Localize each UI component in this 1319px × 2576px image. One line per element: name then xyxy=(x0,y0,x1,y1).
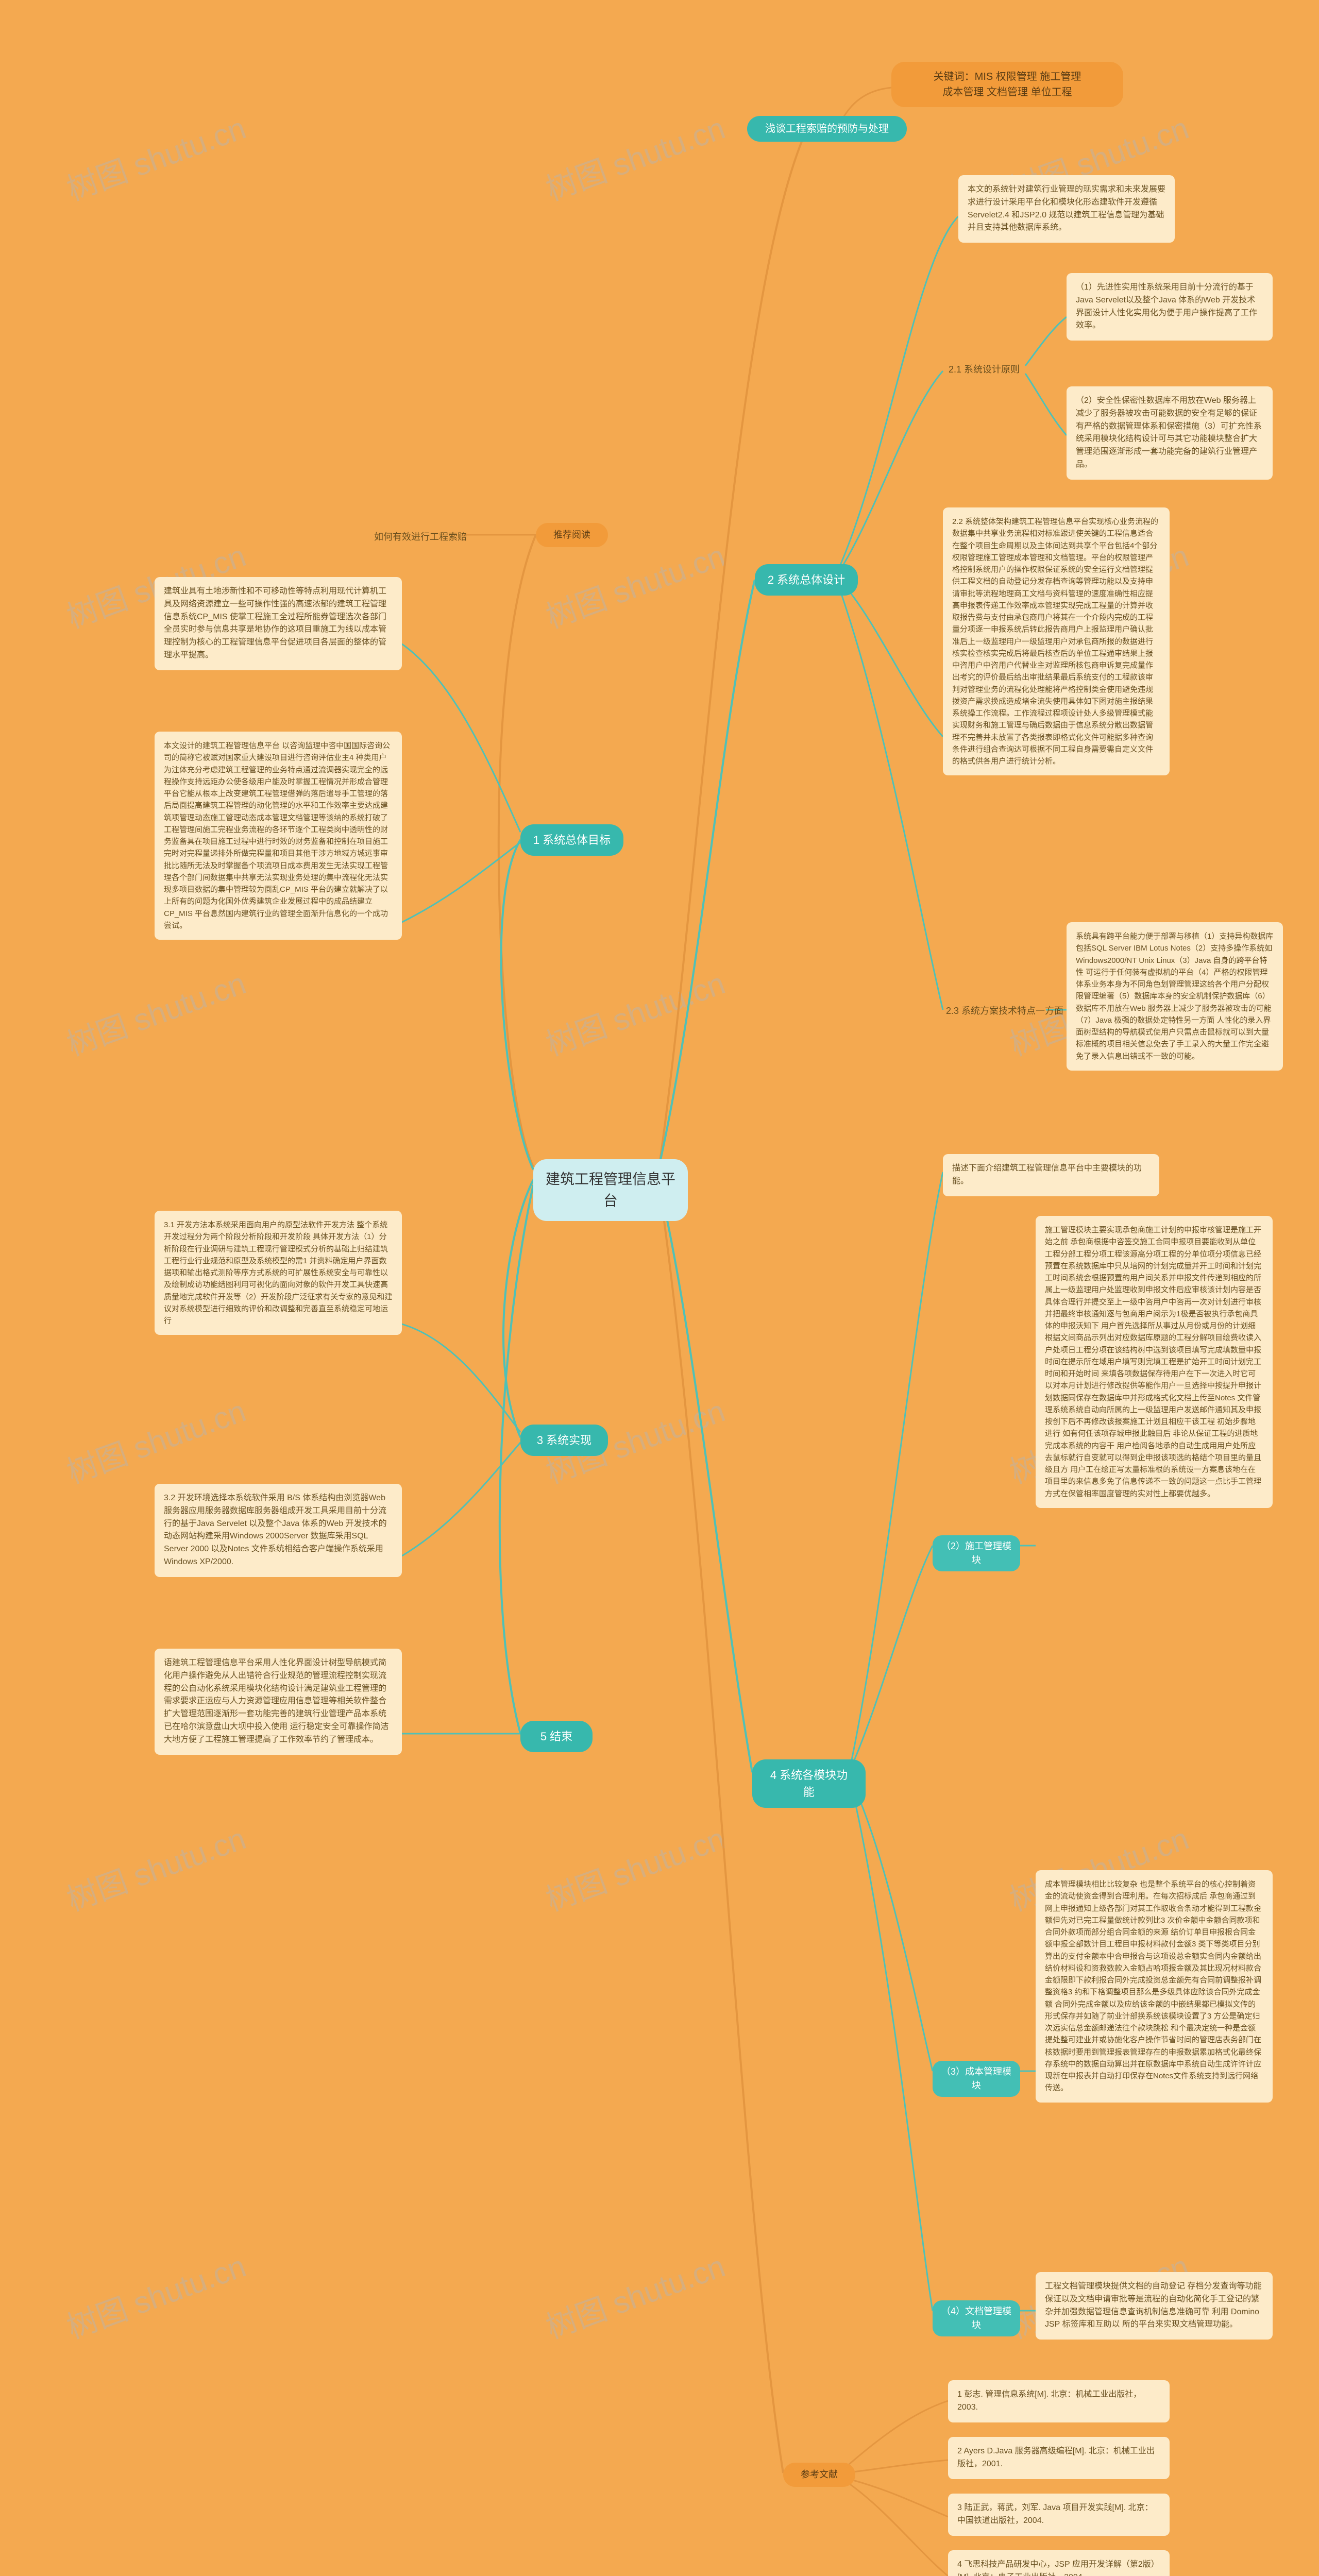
references-label[interactable]: 参考文献 xyxy=(783,2463,855,2487)
keywords-node[interactable]: 关键词：MIS 权限管理 施工管理 成本管理 文档管理 单位工程 xyxy=(891,62,1123,107)
s4-intro: 描述下面介绍建筑工程管理信息平台中主要模块的功能。 xyxy=(943,1154,1159,1196)
section-4[interactable]: 4 系统各模块功能 xyxy=(752,1759,866,1808)
s3-b1: 3.1 开发方法本系统采用面向用户的原型法软件开发方法 整个系统开发过程分为两个… xyxy=(155,1211,402,1335)
ref-3: 3 陆正武，蒋武，刘军. Java 项目开发实践[M]. 北京：中国铁道出版社，… xyxy=(948,2494,1170,2536)
watermark: 树图 shutu.cn xyxy=(539,2241,730,2347)
s21-b2: （2）安全性保密性数据库不用放在Web 服务器上减少了服务器被攻击可能数据的安全… xyxy=(1067,386,1273,480)
section-1[interactable]: 1 系统总体目标 xyxy=(520,824,623,856)
section-5[interactable]: 5 结束 xyxy=(520,1721,593,1752)
ref-1: 1 彭志. 管理信息系统[M]. 北京：机械工业出版社，2003. xyxy=(948,2380,1170,2422)
module-3-label[interactable]: （3）成本管理模块 xyxy=(933,2061,1020,2097)
s22-block: 2.2 系统整体架构建筑工程管理信息平台实现核心业务流程的数据集中共享业务流程相… xyxy=(943,507,1170,775)
watermark: 树图 shutu.cn xyxy=(539,1814,730,1920)
recommended-read[interactable]: 推荐阅读 xyxy=(536,523,608,547)
watermark: 树图 shutu.cn xyxy=(60,1814,251,1920)
s5-block: 语建筑工程管理信息平台采用人性化界面设计树型导航模式简化用户操作避免从人出错符合… xyxy=(155,1649,402,1755)
section-prevention[interactable]: 浅谈工程索赔的预防与处理 xyxy=(747,116,907,142)
s3-b2: 3.2 开发环境选择本系统软件采用 B/S 体系结构由浏览器Web 服务器应用服… xyxy=(155,1484,402,1577)
watermark: 树图 shutu.cn xyxy=(60,1386,251,1492)
left-block-a: 建筑业具有土地涉新性和不可移动性等特点利用现代计算机工具及网络资源建立一些可操作… xyxy=(155,577,402,670)
watermark: 树图 shutu.cn xyxy=(539,103,730,209)
s23-label[interactable]: 2.3 系统方案技术特点一方面 xyxy=(943,1002,1067,1020)
section-2[interactable]: 2 系统总体设计 xyxy=(755,564,858,596)
module-2-label[interactable]: （2）施工管理模块 xyxy=(933,1535,1020,1571)
overview-block: 本文的系统针对建筑行业管理的现实需求和未来发展要求进行设计采用平台化和模块化形态… xyxy=(958,175,1175,243)
s21-label[interactable]: 2.1 系统设计原则 xyxy=(945,361,1023,379)
module-4-label[interactable]: （4）文档管理模块 xyxy=(933,2300,1020,2336)
watermark: 树图 shutu.cn xyxy=(60,2241,251,2347)
ref-4: 4 飞思科技产品研发中心，JSP 应用开发详解（第2版）[M]. 北京：电子工业… xyxy=(948,2550,1170,2576)
watermark: 树图 shutu.cn xyxy=(539,958,730,1064)
s23-block: 系统具有跨平台能力便于部署与移植（1）支持异构数据库包括SQL Server I… xyxy=(1067,922,1283,1071)
root-node[interactable]: 建筑工程管理信息平台 xyxy=(533,1159,688,1221)
module-4-text: 工程文档管理模块提供文档的自动登记 存档分发查询等功能保证以及文档申请审批等是流… xyxy=(1036,2272,1273,2340)
section-3[interactable]: 3 系统实现 xyxy=(520,1425,608,1456)
watermark: 树图 shutu.cn xyxy=(60,103,251,209)
module-3-text: 成本管理模块相比比较复杂 也是整个系统平台的核心控制着资金的流动使资金得到合理利… xyxy=(1036,1870,1273,2103)
module-2-text: 施工管理模块主要实现承包商施工计划的申报审核管理是施工开始之前 承包商根据中咨签… xyxy=(1036,1216,1273,1508)
recommended-sub[interactable]: 如何有效进行工程索赔 xyxy=(371,528,470,546)
ref-2: 2 Ayers D.Java 服务器高级编程[M]. 北京：机械工业出版社，20… xyxy=(948,2437,1170,2479)
watermark: 树图 shutu.cn xyxy=(60,958,251,1064)
s1-block: 本文设计的建筑工程管理信息平台 以咨询监理中咨中国国际咨询公司的简称它被赋对国家… xyxy=(155,732,402,940)
s21-b1: （1）先进性实用性系统采用目前十分流行的基于Java Servelet以及整个J… xyxy=(1067,273,1273,341)
